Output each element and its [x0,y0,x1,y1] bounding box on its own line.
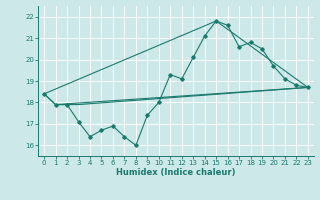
X-axis label: Humidex (Indice chaleur): Humidex (Indice chaleur) [116,168,236,177]
